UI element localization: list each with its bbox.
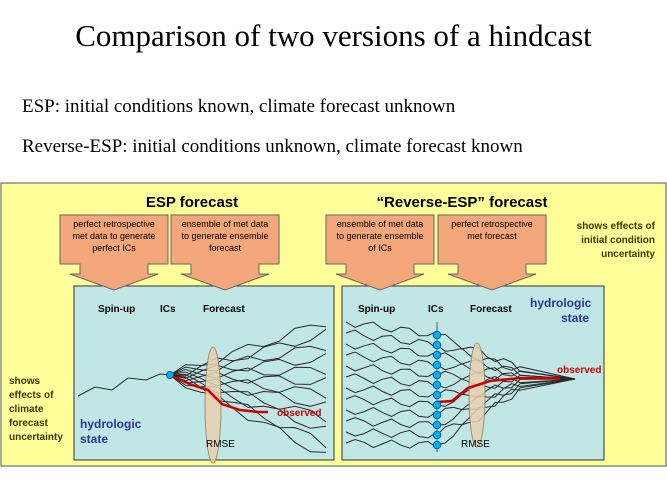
reverse-spinup-trace: [345, 428, 438, 439]
box-r1-line-2: to generate ensemble: [336, 231, 423, 241]
right-note-line-2: initial condition: [581, 235, 655, 246]
reverse-observed-label: observed: [557, 365, 601, 376]
esp-ensemble-trace: [169, 373, 327, 423]
reverse-rmse-label: RMSE: [461, 439, 490, 450]
box-l1-line-2: met data to generate: [72, 231, 155, 241]
reverse-spinup-trace: [345, 329, 438, 350]
reverse-ics-label: ICs: [428, 304, 444, 315]
reverse-spinup-trace: [345, 364, 438, 378]
box-r1-line-1: ensemble of met data: [337, 219, 424, 229]
esp-ensemble-trace: [169, 371, 327, 399]
reverse-esp-definition: Reverse-ESP: initial conditions unknown,…: [22, 136, 523, 157]
reverse-hydrologic-state-line-1: hydrologic: [530, 296, 592, 310]
esp-rmse-ellipse: [204, 346, 222, 464]
esp-observed-line: [169, 373, 268, 414]
esp-ensemble-trace: [169, 374, 327, 453]
box-r2-line-2: met forecast: [467, 231, 517, 241]
esp-spinup-label: Spin-up: [98, 304, 135, 315]
reverse-initial-condition-dots: [432, 330, 442, 450]
esp-hydrologic-state-line-2: state: [80, 432, 108, 446]
reverse-spinup-trace: [345, 385, 438, 398]
reverse-spinup-trace: [345, 438, 438, 449]
box-l1-line-1: perfect retrospective: [73, 219, 155, 229]
esp-definition: ESP: initial conditions known, climate f…: [22, 96, 456, 117]
esp-plot-area: [73, 285, 335, 461]
reverse-initial-condition-dot: [432, 410, 442, 420]
reverse-forecast-label: Forecast: [470, 304, 512, 315]
esp-ensemble-trace: [169, 366, 327, 379]
slide-title: Comparison of two versions of a hindcast: [75, 18, 592, 53]
reverse-initial-condition-dot: [432, 420, 442, 430]
left-note-line-1: shows: [9, 376, 41, 387]
arrow-box-perfect-met-forecast: [437, 214, 547, 291]
box-r1-line-3: of ICs: [368, 243, 392, 253]
esp-initial-condition-dot: [166, 371, 174, 379]
reverse-initial-condition-dot: [432, 400, 442, 410]
reverse-spinup-trace: [345, 406, 438, 418]
right-note-line-1: shows effects of: [577, 221, 656, 232]
esp-ensemble-trace: [169, 371, 327, 385]
arrow-box-perfect-ics: [59, 214, 169, 291]
reverse-initial-condition-dot: [432, 440, 442, 450]
reverse-rmse-ellipse: [468, 342, 486, 448]
reverse-initial-condition-dot: [432, 370, 442, 380]
arrow-box-ensemble-met-forecast: [170, 214, 280, 291]
reverse-initial-condition-dot: [432, 350, 442, 360]
esp-forecast-label: Forecast: [203, 304, 245, 315]
reverse-spinup-label: Spin-up: [358, 304, 395, 315]
box-r2-line-1: perfect retrospective: [451, 219, 533, 229]
reverse-initial-condition-dot: [432, 390, 442, 400]
left-note-line-5: uncertainty: [9, 432, 63, 443]
esp-spinup-trace: [77, 373, 171, 397]
reverse-spinup-trace: [345, 321, 438, 337]
right-note-line-3: uncertainty: [601, 249, 655, 260]
box-l2-line-3: forecast: [209, 243, 242, 253]
reverse-ensemble-trace: [436, 333, 576, 380]
reverse-spinup-trace: [345, 373, 438, 389]
reverse-spinup-trace: [345, 417, 438, 429]
reverse-observed-line: [436, 376, 560, 404]
left-note-line-2: effects of: [9, 390, 54, 401]
esp-ensemble-trace: [169, 374, 327, 449]
esp-ensemble-trace: [169, 345, 327, 376]
esp-ensemble-trace: [169, 324, 327, 376]
hindcast-diagram: ESP forecast “Reverse-ESP” forecast perf…: [0, 182, 667, 467]
box-l2-line-1: ensemble of met data: [182, 219, 269, 229]
esp-rmse-label: RMSE: [206, 439, 235, 450]
esp-traces: [77, 324, 327, 453]
reverse-initial-condition-dot: [432, 330, 442, 340]
arrow-box-ensemble-ics: [325, 214, 435, 291]
esp-forecast-heading: ESP forecast: [146, 194, 238, 211]
reverse-initial-condition-dot: [432, 380, 442, 390]
left-note-line-3: climate: [9, 404, 44, 415]
esp-ensemble-trace: [169, 353, 327, 379]
reverse-spinup-trace: [345, 351, 438, 369]
esp-observed-label: observed: [277, 408, 321, 419]
esp-ensemble-trace: [169, 374, 327, 407]
box-l2-line-2: to generate ensemble: [181, 231, 268, 241]
reverse-spinup-trace: [345, 342, 438, 357]
reverse-initial-condition-dot: [432, 430, 442, 440]
box-l1-line-3: perfect ICs: [92, 243, 136, 253]
reverse-initial-condition-dot: [432, 340, 442, 350]
reverse-spinup-trace: [345, 395, 438, 409]
esp-ics-label: ICs: [160, 304, 176, 315]
reverse-esp-forecast-heading: “Reverse-ESP” forecast: [377, 194, 548, 211]
esp-hydrologic-state-line-1: hydrologic: [80, 417, 142, 431]
left-note-line-4: forecast: [9, 418, 49, 429]
reverse-initial-condition-dot: [432, 360, 442, 370]
reverse-hydrologic-state-line-2: state: [561, 311, 589, 325]
